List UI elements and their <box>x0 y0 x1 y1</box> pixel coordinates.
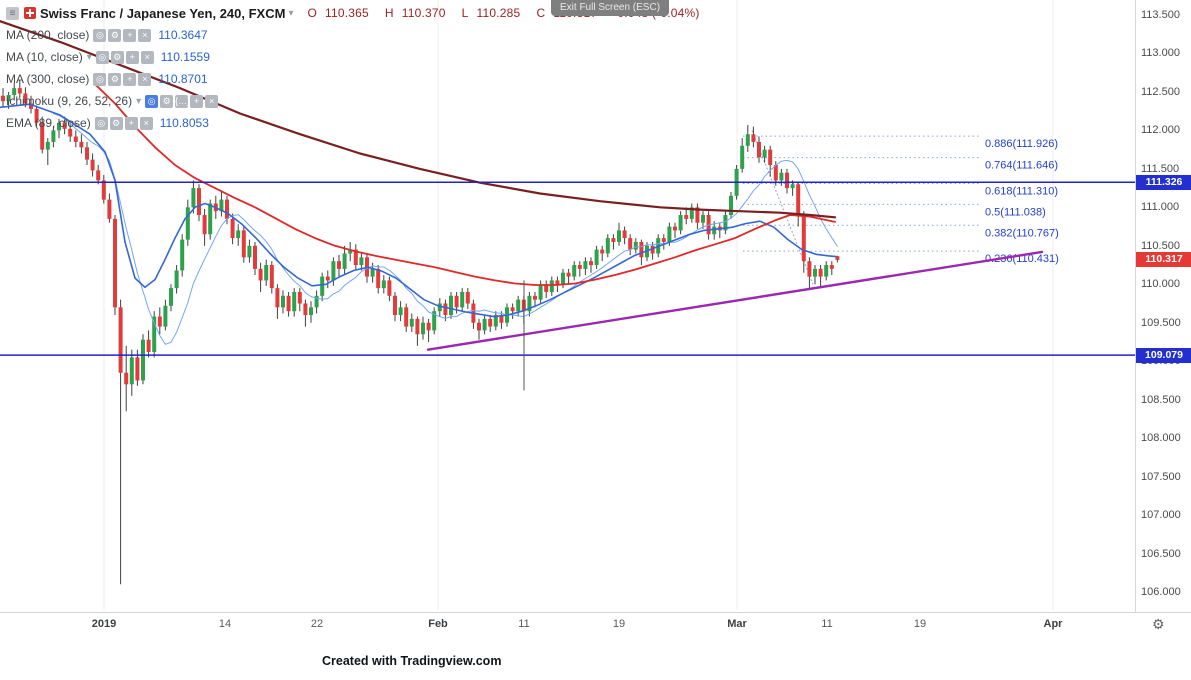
horizontal-lines <box>0 181 1135 356</box>
grid-layer <box>103 0 1054 610</box>
price-tick-label: 107.000 <box>1141 509 1181 522</box>
open-value: 110.365 <box>325 6 369 20</box>
add-plus-icon[interactable]: + <box>123 72 137 86</box>
legend: ≡ Swiss Franc / Japanese Yen, 240, FXCM … <box>6 4 708 132</box>
low-value: 110.285 <box>476 6 521 20</box>
visibility-eye-icon[interactable]: ◎ <box>95 50 109 64</box>
visibility-eye-icon[interactable]: ◎ <box>93 28 107 42</box>
fibonacci-retracement: 0.886(111.926) 0.764(111.646) 0.618(111.31… <box>743 130 1059 285</box>
price-tick-label: 113.500 <box>1141 9 1180 21</box>
footer: Created with Tradingview.com <box>0 636 1191 680</box>
axis-settings-gear-icon[interactable]: ⚙ <box>1152 616 1165 632</box>
indicator-row-ema89: EMA (89, close) ◎ ⚙ + × 110.8053 <box>6 114 708 132</box>
price-tag: 109.079 <box>1136 347 1191 363</box>
remove-close-icon[interactable]: × <box>140 50 154 64</box>
add-plus-icon[interactable]: + <box>124 116 138 130</box>
fib-level-label: 0.236(110.431) <box>985 253 1059 265</box>
candles-layer <box>1 80 840 585</box>
price-tick-label: 112.500 <box>1141 85 1180 98</box>
settings-gear-icon[interactable]: ⚙ <box>110 50 124 64</box>
visibility-eye-icon[interactable]: ◎ <box>93 72 107 86</box>
price-tick-label: 113.000 <box>1141 47 1180 60</box>
chevron-down-icon[interactable]: ▾ <box>86 51 92 63</box>
open-label: O <box>307 6 318 20</box>
ma10-line <box>52 113 838 345</box>
fib-level-label: 0.618(111.310) <box>985 185 1058 197</box>
price-tick-label: 107.500 <box>1141 470 1181 483</box>
time-axis[interactable]: ⚙ 2019 14 22 Feb 11 19 Mar 11 19 Apr <box>0 612 1191 636</box>
indicator-label[interactable]: MA (10, close) <box>6 50 83 64</box>
add-plus-icon[interactable]: + <box>123 28 137 42</box>
price-tag: 110.317 <box>1136 252 1191 268</box>
indicator-row-ma200: MA (200, close) ◎ ⚙ + × 110.3647 <box>6 26 708 44</box>
indicator-row-ma10: MA (10, close) ▾ ◎ ⚙ + × 110.1559 <box>6 48 708 66</box>
low-label: L <box>461 6 469 20</box>
time-tick-label: 11 <box>518 618 530 630</box>
swiss-flag-icon <box>24 7 36 19</box>
time-tick-label: 2019 <box>91 618 117 630</box>
visibility-eye-icon[interactable]: ◎ <box>94 116 108 130</box>
chevron-down-icon[interactable]: ▾ <box>288 7 294 19</box>
settings-gear-icon[interactable]: ⚙ <box>108 28 122 42</box>
support-trendline[interactable] <box>426 250 1044 351</box>
time-tick-label: Apr <box>1043 618 1063 630</box>
candlestick-chart[interactable]: 0.886(111.926) 0.764(111.646) 0.618(111.31… <box>0 0 1135 612</box>
price-tick-label: 108.500 <box>1141 393 1181 406</box>
indicator-value: 110.8053 <box>159 116 209 130</box>
indicator-label[interactable]: MA (300, close) <box>6 72 90 86</box>
time-tick-label: 22 <box>310 618 324 630</box>
remove-close-icon[interactable]: × <box>205 94 219 108</box>
settings-gear-icon[interactable]: ⚙ <box>109 116 123 130</box>
fib-level-label: 0.764(111.646) <box>985 160 1058 172</box>
indicator-value: 110.8701 <box>158 72 208 86</box>
price-tick-label: 111.000 <box>1141 201 1180 214</box>
settings-gear-icon[interactable]: ⚙ <box>160 94 174 108</box>
indicator-value: 110.3647 <box>158 28 208 42</box>
remove-close-icon[interactable]: × <box>138 72 152 86</box>
indicator-label[interactable]: Ichimoku (9, 26, 52, 26) <box>6 94 133 108</box>
indicator-row-ichimoku: Ichimoku (9, 26, 52, 26) ▾ ◎ ⚙ {…} + × <box>6 92 708 110</box>
price-axis[interactable]: 113.500 113.000 112.500 112.000 111.500 111.0… <box>1135 0 1191 612</box>
indicator-label[interactable]: EMA (89, close) <box>6 116 91 130</box>
indicator-row-ma300: MA (300, close) ◎ ⚙ + × 110.8701 <box>6 70 708 88</box>
visibility-eye-icon[interactable]: ◎ <box>145 94 159 108</box>
price-tick-label: 110.000 <box>1141 278 1180 291</box>
fib-level-label: 0.5(111.038) <box>985 206 1046 218</box>
price-tick-label: 108.000 <box>1141 432 1181 445</box>
settings-gear-icon[interactable]: ⚙ <box>108 72 122 86</box>
ma200-line <box>0 103 837 318</box>
chevron-down-icon[interactable]: ▾ <box>136 95 142 107</box>
tradingview-credit: Created with Tradingview.com <box>322 654 502 668</box>
time-tick-label: Mar <box>727 618 747 630</box>
remove-close-icon[interactable]: × <box>139 116 153 130</box>
time-tick-label: 19 <box>913 618 927 630</box>
ema89-line <box>94 83 836 286</box>
indicator-label[interactable]: MA (200, close) <box>6 28 90 42</box>
price-tick-label: 111.500 <box>1141 162 1180 175</box>
time-tick-label: 11 <box>821 618 833 630</box>
price-tick-label: 109.500 <box>1141 316 1181 329</box>
high-label: H <box>384 6 394 20</box>
price-tag: 111.326 <box>1136 174 1191 190</box>
add-plus-icon[interactable]: + <box>125 50 139 64</box>
time-tick-label: 19 <box>612 618 626 630</box>
price-tick-label: 110.500 <box>1141 239 1180 252</box>
remove-close-icon[interactable]: × <box>138 28 152 42</box>
price-tick-label: 112.000 <box>1141 124 1180 137</box>
chart-plot-area[interactable]: 0.886(111.926) 0.764(111.646) 0.618(111.31… <box>0 0 1135 612</box>
time-tick-label: Feb <box>428 618 448 630</box>
source-braces-icon[interactable]: {…} <box>175 94 189 108</box>
menu-icon[interactable]: ≡ <box>6 6 19 20</box>
fib-level-label: 0.382(110.767) <box>985 227 1059 239</box>
price-tick-label: 106.500 <box>1141 547 1181 560</box>
fib-level-label: 0.886(111.926) <box>985 138 1058 150</box>
symbol-title[interactable]: Swiss Franc / Japanese Yen, 240, FXCM <box>40 5 286 21</box>
indicator-value: 110.1559 <box>160 50 210 64</box>
exit-full-screen-button[interactable]: Exit Full Screen (ESC) <box>551 0 670 16</box>
add-plus-icon[interactable]: + <box>190 94 204 108</box>
price-tick-label: 106.000 <box>1141 585 1181 598</box>
time-tick-label: 14 <box>218 618 232 630</box>
close-label: C <box>536 6 546 20</box>
high-value: 110.370 <box>401 6 446 20</box>
